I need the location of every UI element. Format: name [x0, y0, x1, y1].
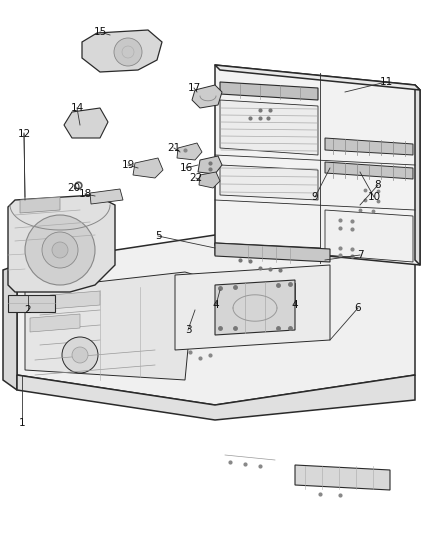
Polygon shape	[25, 272, 195, 380]
Polygon shape	[177, 143, 202, 160]
Polygon shape	[215, 243, 320, 260]
Polygon shape	[220, 165, 318, 200]
Polygon shape	[415, 85, 420, 265]
Polygon shape	[325, 210, 413, 262]
Polygon shape	[199, 172, 220, 188]
Circle shape	[72, 347, 88, 363]
Text: 9: 9	[312, 192, 318, 202]
Polygon shape	[215, 280, 295, 335]
Polygon shape	[215, 65, 420, 265]
Polygon shape	[215, 65, 420, 90]
Polygon shape	[3, 265, 17, 390]
Polygon shape	[192, 85, 222, 108]
Text: 1: 1	[19, 418, 25, 428]
Text: 15: 15	[93, 27, 106, 37]
Text: 19: 19	[121, 160, 134, 170]
Text: 12: 12	[18, 129, 31, 139]
Polygon shape	[133, 158, 163, 178]
Circle shape	[62, 337, 98, 373]
Text: 22: 22	[189, 173, 203, 183]
Polygon shape	[17, 235, 415, 405]
Text: 4: 4	[213, 300, 219, 310]
Text: 11: 11	[379, 77, 392, 87]
Polygon shape	[30, 314, 80, 332]
Polygon shape	[64, 108, 108, 138]
Text: 14: 14	[71, 103, 84, 113]
Polygon shape	[325, 138, 413, 155]
Text: 3: 3	[185, 325, 191, 335]
Text: 8: 8	[374, 180, 381, 190]
Circle shape	[52, 242, 68, 258]
Polygon shape	[220, 100, 318, 155]
Polygon shape	[198, 156, 222, 174]
Text: 20: 20	[67, 183, 81, 193]
Polygon shape	[8, 295, 55, 312]
Text: 7: 7	[357, 250, 363, 260]
Text: 16: 16	[180, 163, 193, 173]
Polygon shape	[82, 30, 162, 72]
Circle shape	[42, 232, 78, 268]
Text: 5: 5	[155, 231, 161, 241]
Text: 2: 2	[25, 305, 31, 315]
Polygon shape	[20, 197, 60, 213]
Polygon shape	[325, 162, 413, 179]
Text: 21: 21	[167, 143, 180, 153]
Polygon shape	[295, 465, 390, 490]
Polygon shape	[8, 195, 115, 292]
Polygon shape	[220, 82, 318, 100]
Circle shape	[114, 38, 142, 66]
Text: 6: 6	[355, 303, 361, 313]
Text: 4: 4	[292, 300, 298, 310]
Polygon shape	[17, 375, 415, 420]
Text: 17: 17	[187, 83, 201, 93]
Polygon shape	[90, 189, 123, 204]
Circle shape	[25, 215, 95, 285]
Text: 10: 10	[367, 192, 381, 202]
Polygon shape	[50, 291, 100, 309]
Text: 18: 18	[78, 189, 92, 199]
Polygon shape	[215, 243, 330, 262]
Polygon shape	[175, 265, 330, 350]
